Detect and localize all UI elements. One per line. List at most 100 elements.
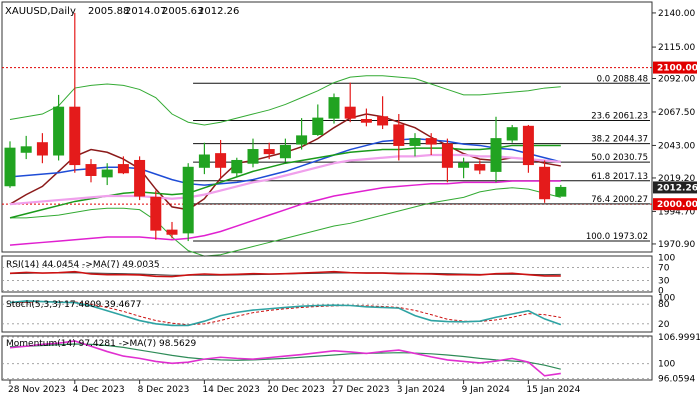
candle-body <box>247 149 259 164</box>
time-tick-label: 14 Dec 2023 <box>202 385 260 395</box>
time-tick-label: 4 Dec 2023 <box>73 385 125 395</box>
candle-body <box>393 124 405 146</box>
candle-body <box>458 162 470 168</box>
fib-level-label: 38.2 2044.37 <box>591 135 648 145</box>
momentum-panel: 106.9991 100 96.0594 <box>1 333 700 385</box>
fib-level-label: 23.6 2061.23 <box>591 112 648 122</box>
momentum-line <box>9 340 561 377</box>
moving-average-line <box>9 137 561 186</box>
moving-average-line <box>9 180 561 246</box>
rsi-tick-label: 30 <box>658 277 670 287</box>
momentum-ma-line <box>9 343 561 370</box>
candle-body <box>215 153 227 168</box>
candle-body <box>539 166 551 200</box>
candle-body <box>555 186 567 197</box>
stoch-tick-label: 100 <box>658 294 675 304</box>
rsi-panel: 70 300 100 <box>1 254 675 296</box>
candle-body <box>490 138 502 172</box>
time-tick-label: 20 Dec 2023 <box>267 385 325 395</box>
candle-body <box>441 143 453 168</box>
red-level-box <box>653 61 697 74</box>
price-tick-label: 2115.00 <box>658 43 695 53</box>
candle-body <box>312 117 324 136</box>
time-axis: 28 Nov 2023 4 Dec 2023 8 Dec 2023 14 Dec 20… <box>8 380 581 395</box>
fib-level-label: 50.0 2030.75 <box>591 153 648 163</box>
rsi-tick-label: 0 <box>658 286 664 296</box>
red-level-label: 2100.00 <box>657 64 698 74</box>
candle-body <box>182 166 194 234</box>
bollinger-lower <box>10 187 561 257</box>
rsi-label: RSI(14) 44.0454 ->MA(7) 49.0035 <box>6 260 160 270</box>
candle-body <box>85 164 97 176</box>
low-value: 2005.63 <box>162 6 203 17</box>
time-tick-label: 3 Jan 2024 <box>397 385 445 395</box>
current-price-label: 2012.26 <box>657 183 698 193</box>
candle-body <box>198 154 210 168</box>
momentum-tick-label: 100 <box>658 360 675 370</box>
moving-average-line <box>9 153 561 206</box>
price-tick-label: 1970.90 <box>658 240 695 250</box>
time-tick-label: 8 Dec 2023 <box>138 385 190 395</box>
bollinger-upper <box>9 75 561 126</box>
stoch-tick-label: 20 <box>658 320 670 330</box>
fib-level-label: 61.8 2017.13 <box>591 172 648 182</box>
time-tick-label: 9 Jan 2024 <box>462 385 510 395</box>
momentum-label: Momentum(14) 97.4281 ->MA(7) 98.5629 <box>6 339 197 349</box>
fib-level-label: 76.4 2000.27 <box>591 195 648 205</box>
candle-body <box>134 159 146 197</box>
price-tick-label: 2140.00 <box>658 9 695 19</box>
candle-body <box>53 106 65 156</box>
fib-level-label: 0.0 2088.48 <box>597 74 648 84</box>
candle-body <box>263 149 275 155</box>
time-tick-label: 28 Nov 2023 <box>8 385 66 395</box>
candle-body <box>328 97 340 119</box>
candle-body <box>506 127 518 141</box>
close-value: 2012.26 <box>198 6 239 17</box>
high-value: 2014.07 <box>125 6 166 17</box>
rsi-tick-label: 100 <box>658 254 675 264</box>
candle-body <box>344 106 356 119</box>
rsi-tick-label: 70 <box>658 263 670 273</box>
candle-body <box>474 164 486 171</box>
price-tick-label: 2067.50 <box>658 108 695 118</box>
candle-body <box>4 147 16 187</box>
candle-body <box>69 106 81 166</box>
red-level-box <box>653 198 697 211</box>
open-value: 2005.88 <box>88 6 129 17</box>
candle-body <box>20 146 32 153</box>
momentum-tick-label: 96.0594 <box>658 375 695 385</box>
symbol-name: XAUUSD,Daily <box>5 6 76 17</box>
stoch-k-line <box>9 300 562 327</box>
candle-body <box>279 144 291 159</box>
candle-body <box>425 138 437 145</box>
stoch-d-line <box>9 301 561 326</box>
stoch-label: Stoch(5,3,3) 17.4809 39.4677 <box>6 300 141 310</box>
price-panel: 2140.00 2115.00 2092.00 2067.50 2043.00 2019.… <box>1 1 698 257</box>
candle-body <box>101 169 113 178</box>
red-level-label: 2000.00 <box>657 200 698 210</box>
candle-body <box>377 116 389 126</box>
rsi-line <box>9 270 561 278</box>
stoch-frame <box>1 295 653 333</box>
candle-body <box>36 142 48 156</box>
candle-body <box>409 138 421 146</box>
price-tick-label: 2043.00 <box>658 141 695 151</box>
current-price-box <box>653 181 697 194</box>
fib-level-label: 100.0 1973.02 <box>586 232 648 242</box>
momentum-tick-label: 106.9991 <box>658 333 700 343</box>
time-tick-label: 15 Jan 2024 <box>526 385 580 395</box>
candle-body <box>150 196 162 231</box>
momentum-frame <box>1 335 653 381</box>
rsi-frame <box>1 255 653 293</box>
time-tick-label: 27 Dec 2023 <box>332 385 390 395</box>
price-frame <box>1 1 653 253</box>
candle-body <box>117 164 129 174</box>
candle-body <box>522 125 534 166</box>
price-tick-label: 2019.20 <box>658 174 695 184</box>
price-tick-label: 1994.70 <box>658 207 695 217</box>
candle-body <box>231 159 243 174</box>
stoch-panel: 80 20 100 <box>1 294 675 333</box>
price-tick-label: 2092.00 <box>658 75 695 85</box>
